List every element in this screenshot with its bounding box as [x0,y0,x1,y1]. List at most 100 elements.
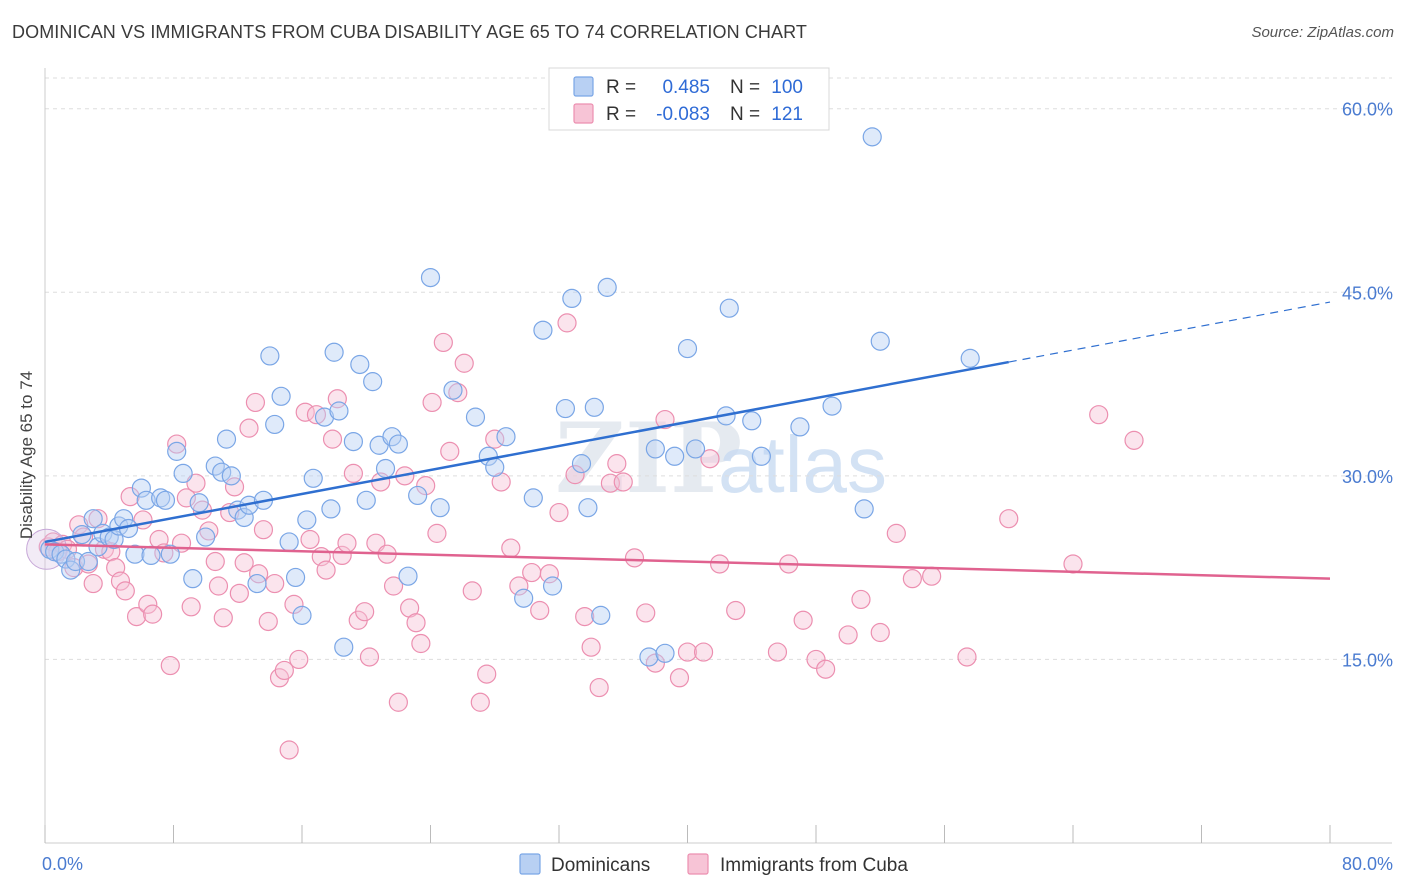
legend-n-label-2: N = [730,104,760,125]
point-dominican-42 [292,605,312,625]
point-dominican-44 [303,468,323,488]
point-cuba-66 [388,692,408,712]
point-cuba-42 [258,611,278,632]
point-cuba-57 [337,533,357,553]
point-dominican-69 [533,320,553,340]
point-dominican-76 [591,605,611,625]
point-cuba-32 [208,576,229,596]
point-dominican-27 [196,527,216,547]
point-cuba-88 [549,502,569,523]
point-cuba-14 [110,571,131,591]
point-dominican-73 [571,454,592,474]
point-dominican-72 [562,288,582,309]
point-cuba-20 [143,604,163,624]
point-dominican-71 [555,398,576,419]
point-dominican-74 [578,498,598,518]
point-dominican-16 [125,544,145,564]
legend-n-value-2: 121 [771,104,803,125]
point-cuba-90 [565,465,585,485]
point-cuba-113 [851,589,871,610]
point-cuba-51 [306,405,327,425]
watermark-zip: ZIP [555,402,742,515]
point-cuba-26 [176,488,196,508]
point-dominican-37 [260,346,280,366]
point-cuba-111 [816,659,836,679]
point-cuba-61 [359,647,380,667]
point-cuba-106 [726,600,746,621]
point-cuba-122 [1124,430,1144,450]
point-cuba-97 [624,548,645,568]
bottom-legend-label-2: Immigrants from Cuba [720,855,908,876]
point-dominican-93 [862,127,882,147]
point-dominican-81 [665,446,685,466]
point-cuba-56 [332,545,352,566]
point-dominican-23 [167,441,187,461]
point-cuba-9 [83,573,103,594]
legend-swatch-pink [573,103,594,124]
point-dominican-7 [78,551,98,572]
point-dominican-43 [297,510,317,530]
point-dominican-88 [790,417,810,437]
point-dominican-51 [350,354,370,375]
trend-lines [44,301,1331,580]
point-dominican-77 [597,277,617,297]
point-cuba-121 [1089,405,1109,425]
point-cuba-80 [477,664,497,684]
point-dominican-46 [321,499,341,519]
legend-r-value-2: -0.083 [656,104,710,125]
correlation-legend: R = 0.485 N = 100 R = -0.083 N = 121 [548,67,830,131]
point-dominican-90 [854,499,874,519]
point-cuba-23 [160,655,180,676]
series-immigrants-from-cuba [26,313,1144,760]
chart-title: DOMINICAN VS IMMIGRANTS FROM CUBA DISABI… [12,22,807,42]
point-dominican-85 [719,298,739,318]
point-cuba-96 [613,472,633,492]
point-cuba-112 [838,625,858,645]
point-dominican-49 [334,637,354,657]
point-cuba-24 [167,434,187,454]
point-dominican-38 [265,414,285,435]
point-cuba-116 [902,569,922,589]
point-cuba-105 [710,554,730,574]
point-dominican-47 [324,342,344,362]
series-dominicans [40,127,980,667]
point-dominican-57 [388,434,408,454]
point-dominican-18 [136,490,156,510]
point-dominican-53 [363,372,383,392]
bottom-legend-swatch-pink [687,853,709,875]
point-cuba-119 [999,509,1019,529]
point-cuba-60 [355,602,375,622]
axes [44,68,1392,844]
point-cuba-103 [693,642,714,662]
point-dominican-86 [742,411,762,431]
point-dominican-45 [314,407,335,427]
point-cuba-48 [289,649,309,670]
point-cuba-37 [234,553,254,573]
chart-source: Source: ZipAtlas.com [1251,24,1394,41]
point-cuba-95 [607,454,627,474]
point-cuba-55 [327,389,347,409]
point-cuba-86 [530,600,550,621]
legend-box [548,67,830,131]
point-dominican-79 [645,439,665,459]
point-cuba-101 [669,668,690,688]
point-dominican-87 [751,446,771,466]
trend-line-immigrants-from-cuba [44,543,1331,580]
point-dominican-55 [375,458,396,479]
point-cuba-77 [454,353,474,373]
legend-r-value-1: 0.485 [662,77,710,98]
point-dominican-83 [677,338,698,359]
point-cuba-83 [501,538,521,558]
point-cuba-91 [575,606,595,627]
point-cuba-102 [677,642,698,662]
point-cuba-40 [249,564,269,584]
y-axis-label: Disability Age 65 to 74 [17,371,36,539]
point-cuba-117 [922,566,942,586]
legend-n-label-1: N = [730,77,760,98]
point-dominican-68 [523,488,543,508]
watermark-atlas: atlas [718,420,887,509]
point-cuba-89 [557,313,577,333]
point-dominican-17 [131,478,151,498]
tick-labels: 15.0% 30.0% 45.0% 60.0% 0.0% 80.0% [42,100,1393,874]
point-cuba-19 [138,594,158,614]
